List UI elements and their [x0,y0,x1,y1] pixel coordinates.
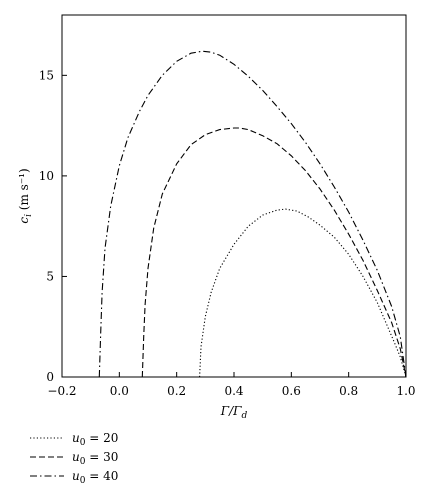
legend: u0 = 20 u0 = 30 u0 = 40 [30,431,118,486]
x-tick-label: 0.0 [110,384,129,398]
legend-label-1: u0 = 20 [72,431,118,448]
series-group [98,50,407,378]
x-axis-label: Γ/Γd [220,404,248,421]
x-tick-label: 1.0 [396,384,415,398]
y-axis-label: ci (m s⁻¹) [17,168,34,223]
x-tick-label: 0.4 [224,384,243,398]
y-tick-label: 0 [46,370,54,384]
x-tick-label: −0.2 [47,384,76,398]
x-tick-label: 0.6 [282,384,301,398]
y-tick-label: 15 [39,68,54,82]
series-line-2 [141,127,407,378]
legend-label-2: u0 = 30 [72,450,118,467]
legend-label-3: u0 = 40 [72,469,118,486]
plot-frame [61,14,407,378]
x-tick-label: 0.8 [339,384,358,398]
y-tick-label: 10 [39,169,54,183]
x-axis: −0.2 0.0 0.2 0.4 0.6 0.8 1.0 [47,372,416,398]
series-line-1 [199,208,407,378]
y-axis: 0 5 10 15 [39,68,67,384]
x-tick-label: 0.2 [167,384,186,398]
series-line-3 [98,50,407,378]
y-tick-label: 5 [46,269,54,283]
